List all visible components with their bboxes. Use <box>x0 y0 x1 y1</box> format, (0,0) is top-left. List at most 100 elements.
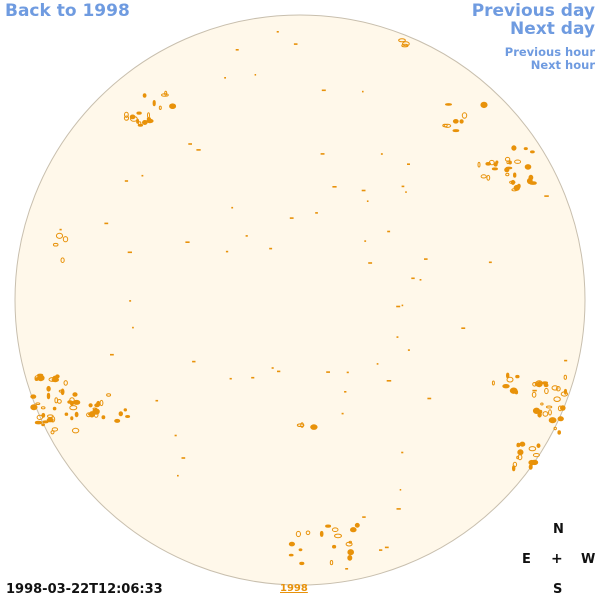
back-to-year-link[interactable]: Back to 1998 <box>5 1 130 21</box>
speck-mark <box>315 212 318 214</box>
compass-south: S <box>553 582 563 597</box>
speck-mark <box>231 206 234 209</box>
speck-mark <box>141 174 144 177</box>
contour-mark <box>545 405 553 409</box>
speck-mark <box>407 163 410 165</box>
contour-mark <box>123 115 130 121</box>
speck-mark <box>427 397 432 400</box>
contour-mark <box>538 409 543 414</box>
contour-mark <box>529 181 537 185</box>
speck-mark <box>387 230 391 233</box>
contour-mark <box>517 449 524 456</box>
speck-mark <box>544 195 549 197</box>
contour-mark <box>41 423 45 427</box>
contour-mark <box>48 377 57 382</box>
speck-mark <box>177 474 179 477</box>
contour-mark <box>513 184 520 191</box>
previous-day-link[interactable]: Previous day <box>471 1 595 21</box>
contour-mark <box>88 403 93 408</box>
contour-mark <box>118 411 124 417</box>
contour-mark <box>548 417 557 424</box>
contour-mark <box>517 454 523 461</box>
speck-mark <box>396 305 401 308</box>
contour-mark <box>459 119 464 124</box>
contour-mark <box>563 388 568 395</box>
speck-mark <box>326 371 330 373</box>
contour-mark <box>515 374 520 379</box>
contour-mark <box>137 123 144 127</box>
contour-mark <box>516 443 521 448</box>
contour-mark <box>71 427 80 434</box>
speck-mark <box>401 451 404 454</box>
speck-mark <box>401 185 405 188</box>
speck-mark <box>251 376 255 379</box>
contour-mark <box>480 174 487 179</box>
contour-mark <box>557 416 564 422</box>
contour-mark <box>524 164 532 170</box>
contour-mark <box>62 236 69 243</box>
speck-mark <box>364 240 367 242</box>
contour-mark <box>531 391 537 398</box>
contour-mark <box>46 417 54 423</box>
contour-mark <box>288 553 294 557</box>
speck-mark <box>379 549 383 551</box>
speck-mark <box>366 200 369 202</box>
speck-mark <box>174 434 177 437</box>
speck-mark <box>368 262 373 264</box>
contour-mark <box>535 381 543 388</box>
contour-mark <box>332 544 337 549</box>
speck-mark <box>399 489 402 491</box>
contour-mark <box>72 399 81 405</box>
observation-timestamp: 1998-03-22T12:06:33 <box>6 582 163 597</box>
speck-mark <box>110 353 114 356</box>
speck-mark <box>276 31 279 33</box>
speck-mark <box>461 327 466 329</box>
year-link[interactable]: 1998 <box>280 583 308 594</box>
speck-mark <box>488 261 492 264</box>
solar-disk <box>14 14 586 586</box>
contour-mark <box>519 441 526 447</box>
contour-mark <box>350 527 357 533</box>
speck-mark <box>155 399 159 402</box>
speck-mark <box>396 508 401 510</box>
speck-mark <box>380 153 383 155</box>
speck-mark <box>188 143 192 145</box>
speck-mark <box>362 516 366 518</box>
contour-mark <box>560 405 566 411</box>
speck-mark <box>361 189 366 192</box>
contour-mark <box>46 385 51 392</box>
speck-mark <box>345 568 349 570</box>
contour-mark <box>305 530 311 536</box>
contour-mark <box>99 399 104 407</box>
contour-mark <box>398 38 406 43</box>
speck-mark <box>277 370 281 373</box>
speck-mark <box>346 371 349 374</box>
contour-mark <box>158 105 162 111</box>
contour-mark <box>88 411 95 418</box>
contour-mark <box>345 541 353 547</box>
contour-mark <box>96 400 101 407</box>
contour-mark <box>64 412 69 416</box>
active-region-contours <box>30 31 569 570</box>
contour-mark <box>60 257 65 264</box>
contour-mark <box>51 427 59 432</box>
contour-mark <box>553 396 561 403</box>
contour-mark <box>129 114 136 120</box>
contour-mark <box>69 397 75 403</box>
speck-mark <box>564 359 568 362</box>
contour-mark <box>532 453 540 458</box>
speck-mark <box>386 380 392 382</box>
contour-mark <box>509 180 516 185</box>
contour-mark <box>544 387 549 395</box>
contour-mark <box>136 118 140 124</box>
contour-mark <box>542 411 549 417</box>
next-day-link[interactable]: Next day <box>510 19 595 39</box>
contour-mark <box>532 407 541 414</box>
contour-mark <box>491 167 498 171</box>
contour-mark <box>563 374 567 380</box>
previous-hour-link[interactable]: Previous hour <box>504 45 595 59</box>
next-hour-link[interactable]: Next hour <box>530 58 595 72</box>
contour-mark <box>329 560 334 566</box>
contour-mark <box>37 373 44 377</box>
contour-mark <box>523 147 528 151</box>
